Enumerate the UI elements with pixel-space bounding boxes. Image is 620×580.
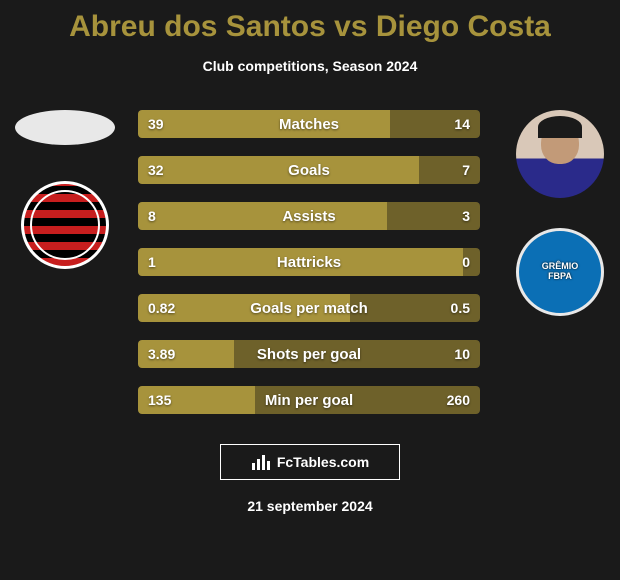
stat-row: Hattricks10 (138, 248, 480, 276)
stat-bar-right (234, 340, 480, 368)
comparison-area: GRÊMIOFBPA Matches3914 Goals327 Assists83 H… (0, 110, 620, 420)
stat-bar-left (138, 110, 390, 138)
stat-bar-left (138, 248, 463, 276)
stat-bar-right (350, 294, 480, 322)
right-player-photo (516, 110, 604, 198)
stat-row: Matches3914 (138, 110, 480, 138)
page-subtitle: Club competitions, Season 2024 (0, 58, 620, 74)
gremio-badge: GRÊMIOFBPA (516, 228, 604, 316)
stat-bar-right (463, 248, 480, 276)
stat-bar-left (138, 202, 387, 230)
stat-bar-right (419, 156, 480, 184)
chart-icon (251, 453, 271, 471)
stat-row: Goals per match0.820.5 (138, 294, 480, 322)
stat-row: Shots per goal3.8910 (138, 340, 480, 368)
stat-bar-left (138, 156, 419, 184)
page-title: Abreu dos Santos vs Diego Costa (0, 0, 620, 44)
stat-bar-left (138, 340, 234, 368)
stat-bars: Matches3914 Goals327 Assists83 Hattricks10 G… (138, 110, 480, 432)
stat-row: Assists83 (138, 202, 480, 230)
flamengo-badge (21, 181, 109, 269)
stat-bar-left (138, 294, 350, 322)
right-player-column: GRÊMIOFBPA (500, 110, 620, 316)
stat-row: Min per goal135260 (138, 386, 480, 414)
footer-date: 21 september 2024 (0, 498, 620, 514)
left-player-column (10, 110, 120, 269)
stat-bar-right (387, 202, 480, 230)
footer-site-text: FcTables.com (277, 454, 369, 470)
left-club-logo (21, 181, 109, 269)
stat-row: Goals327 (138, 156, 480, 184)
left-player-photo (15, 110, 115, 145)
stat-bar-right (255, 386, 480, 414)
stat-bar-left (138, 386, 255, 414)
footer-logo: FcTables.com (220, 444, 400, 480)
stat-bar-right (390, 110, 480, 138)
gremio-text-icon: GRÊMIOFBPA (542, 262, 579, 282)
right-club-logo: GRÊMIOFBPA (516, 228, 604, 316)
